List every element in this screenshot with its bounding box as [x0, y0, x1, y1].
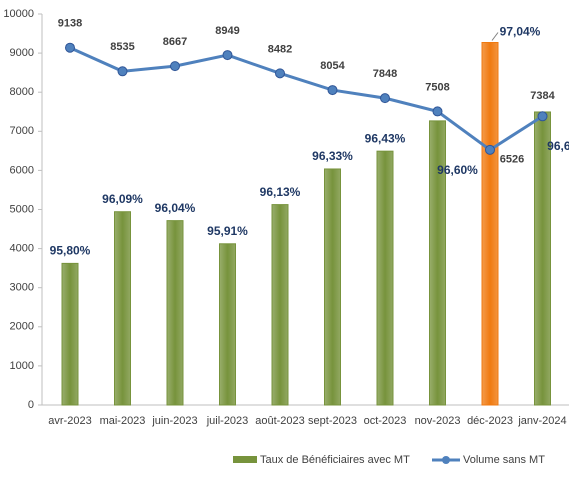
line — [69, 46, 544, 152]
bar — [481, 42, 499, 406]
line-marker — [485, 144, 495, 155]
legend-label: Volume sans MT — [463, 454, 545, 466]
bar-label: 96,09% — [102, 192, 143, 206]
bar-label: 96,43% — [365, 131, 406, 145]
x-tick-label: oct-2023 — [364, 415, 407, 427]
x-tick-label: mai-2023 — [100, 415, 146, 427]
line-marker — [275, 68, 285, 79]
line-marker — [65, 42, 75, 53]
y-tick-label: 5000 — [10, 203, 34, 215]
bar — [61, 262, 79, 406]
line-label: 8054 — [320, 60, 345, 72]
bar — [324, 168, 341, 406]
legend-swatch — [233, 456, 257, 463]
line-marker — [117, 66, 128, 77]
line-label: 7848 — [373, 68, 397, 80]
line-label: 8949 — [215, 25, 239, 37]
legend-marker — [442, 456, 450, 464]
line-marker — [380, 93, 390, 104]
x-tick-label: août-2023 — [255, 415, 305, 427]
y-tick-label: 0 — [28, 399, 34, 411]
bar-label: 95,91% — [207, 224, 248, 238]
bar-label: 96,33% — [312, 149, 353, 163]
x-tick-label: nov-2023 — [415, 415, 461, 427]
line-label: 7508 — [425, 81, 449, 93]
bar — [534, 111, 551, 406]
bar-label: 96,13% — [260, 185, 301, 199]
leader-line — [491, 32, 499, 41]
line-label: 8482 — [268, 43, 292, 55]
y-tick-label: 9000 — [10, 47, 34, 59]
line-label: 7384 — [530, 90, 555, 102]
line-marker — [537, 111, 548, 122]
bar-label: 95,80% — [50, 244, 91, 258]
line-marker — [222, 50, 233, 61]
bar-label: 96,60% — [437, 163, 478, 177]
x-tick-label: avr-2023 — [48, 415, 91, 427]
y-tick-label: 4000 — [10, 243, 34, 255]
y-tick-label: 3000 — [10, 282, 34, 294]
x-tick-label: juin-2023 — [151, 415, 197, 427]
bar — [219, 243, 236, 406]
bar — [166, 220, 184, 406]
bar — [376, 150, 394, 406]
line-label: 6526 — [500, 154, 524, 166]
y-tick-label: 1000 — [10, 360, 34, 372]
bar-label: 96,65% — [547, 139, 569, 153]
x-tick-label: déc-2023 — [467, 415, 513, 427]
line-marker — [327, 85, 338, 96]
y-tick-label: 6000 — [10, 164, 34, 176]
line-marker — [170, 61, 180, 72]
y-tick-label: 8000 — [10, 86, 34, 98]
y-tick-label: 10000 — [3, 8, 34, 20]
bar — [429, 120, 446, 406]
x-tick-label: juil-2023 — [206, 415, 249, 427]
y-tick-label: 7000 — [10, 125, 34, 137]
line-label: 8535 — [110, 41, 134, 53]
x-tick-label: sept-2023 — [308, 415, 357, 427]
bar — [271, 204, 289, 406]
x-tick-label: janv-2024 — [517, 415, 566, 427]
bar — [114, 211, 131, 406]
line-label: 9138 — [58, 18, 82, 30]
y-tick-label: 2000 — [10, 321, 34, 333]
bar-label: 96,04% — [155, 201, 196, 215]
bar-label: 97,04% — [500, 25, 541, 39]
line-label: 8667 — [163, 36, 187, 48]
legend-label: Taux de Bénéficiaires avec MT — [260, 454, 410, 466]
line-marker — [432, 106, 443, 117]
